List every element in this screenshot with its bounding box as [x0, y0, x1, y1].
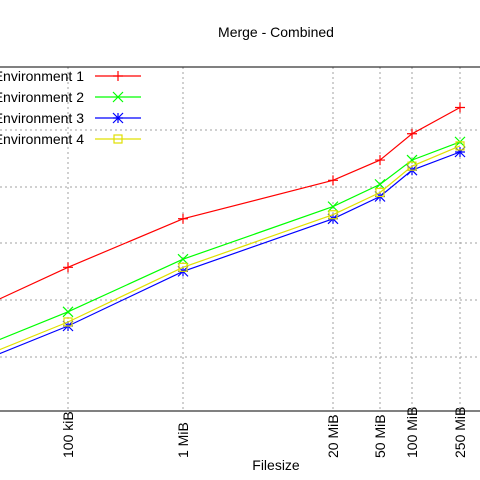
data-point	[177, 253, 189, 265]
legend-label: Environment 1	[0, 68, 84, 84]
series-1	[0, 102, 465, 300]
data-point	[327, 201, 339, 213]
x-tick-label: 20 MiB	[325, 414, 341, 458]
data-point	[63, 262, 73, 273]
data-point	[328, 175, 338, 186]
data-point	[63, 317, 73, 327]
x-axis-label: Filesize	[252, 457, 300, 473]
plot-frame	[0, 66, 480, 412]
legend-item: Environment 1	[0, 68, 141, 84]
data-point	[328, 210, 338, 220]
legend-marker	[112, 112, 124, 124]
data-point	[178, 262, 188, 272]
data-point	[407, 161, 417, 171]
data-point	[375, 187, 385, 198]
x-tick-label: 100 kiB	[60, 411, 76, 458]
legend-item: Environment 2	[0, 89, 141, 105]
data-point	[455, 141, 465, 151]
legend-marker	[112, 91, 124, 103]
x-tick-label: 250 MiB	[452, 407, 468, 458]
legend-marker	[113, 71, 123, 81]
grid	[0, 67, 480, 411]
data-point	[113, 71, 123, 81]
data-point	[407, 128, 417, 139]
data-point	[406, 154, 418, 166]
data-point	[178, 213, 188, 224]
legend-item: Environment 3	[0, 110, 141, 126]
x-tick-label: 100 MiB	[404, 407, 420, 458]
series-2	[0, 136, 466, 341]
x-tick-labels: 100 kiB 1 MiB 20 MiB 50 MiB 100 MiB 250 MiB	[60, 407, 468, 458]
legend: Environment 1 Environment 2 Environment 3 E…	[0, 68, 141, 147]
series-4	[0, 141, 465, 351]
data-point	[62, 306, 74, 318]
data-point	[112, 112, 124, 124]
data-point	[374, 178, 386, 190]
legend-label: Environment 3	[0, 110, 84, 126]
data-point	[454, 146, 466, 158]
legend-item: Environment 4	[0, 131, 141, 147]
legend-label: Environment 2	[0, 89, 84, 105]
data-point	[375, 155, 385, 166]
x-tick-label: 50 MiB	[372, 414, 388, 458]
series-line	[0, 145, 461, 351]
series-group	[0, 102, 466, 355]
x-tick-label: 1 MiB	[175, 422, 191, 458]
legend-label: Environment 4	[0, 131, 84, 147]
data-point	[113, 134, 123, 144]
series-3	[0, 146, 466, 355]
legend-marker	[113, 134, 123, 144]
series-line	[0, 151, 461, 355]
data-point	[455, 102, 465, 113]
data-point	[112, 91, 124, 103]
chart-title: Merge - Combined	[218, 24, 334, 40]
